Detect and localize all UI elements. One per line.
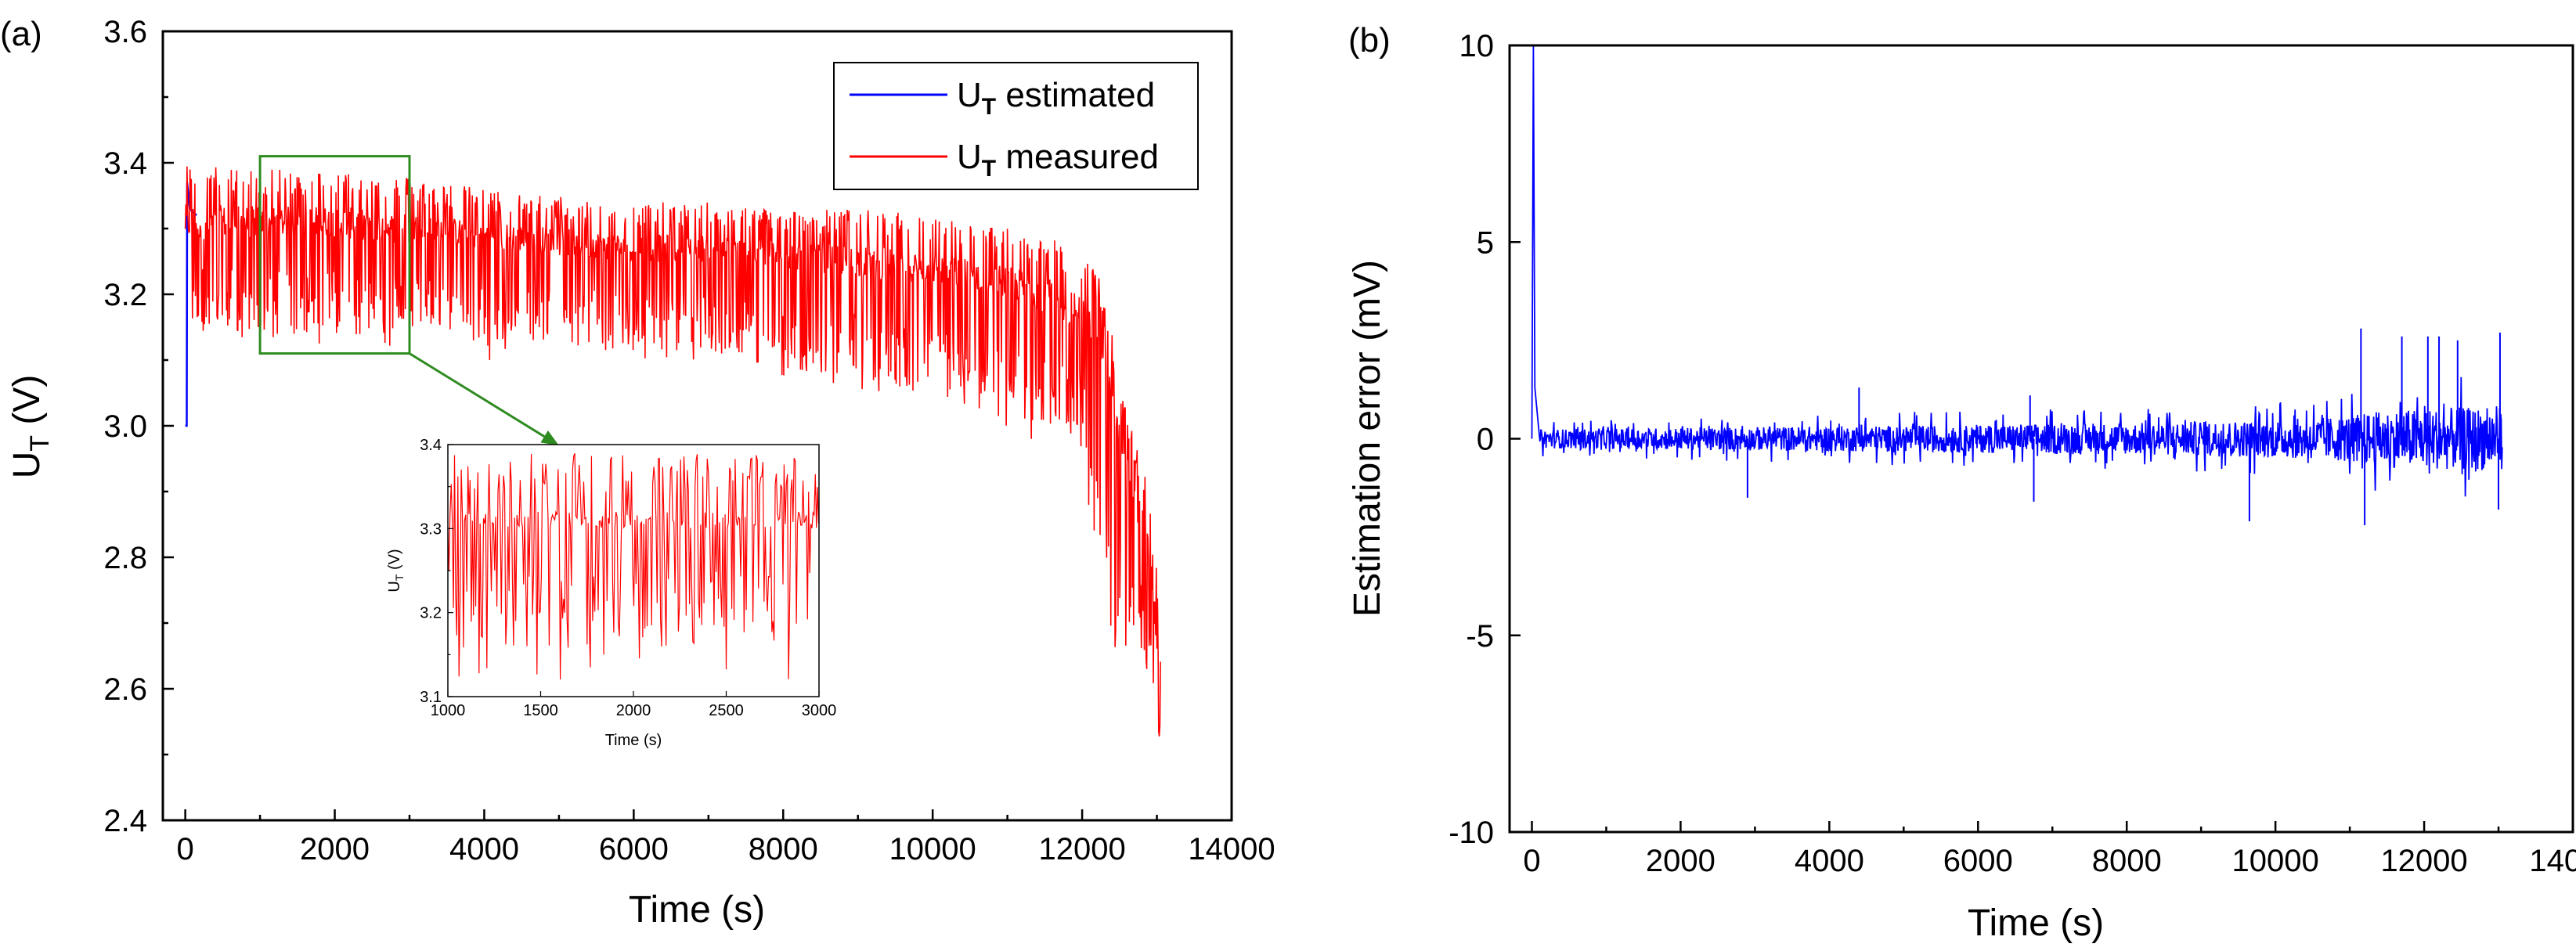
chart-b-y-axis-label: Estimation error (mV): [1347, 260, 1388, 617]
chart-a-series-measured: [184, 166, 1161, 737]
y-tick-label: 0: [1477, 423, 1494, 457]
x-tick-label: 8000: [749, 832, 818, 866]
x-tick-label: 1500: [523, 702, 558, 719]
y-tick-label: 2.8: [103, 541, 147, 575]
y-tick-label: 3.6: [103, 15, 147, 49]
x-tick-label: 1000: [431, 702, 466, 719]
y-tick-label: 10: [1459, 29, 1495, 63]
chart-a-legend-label-measured: UT measured: [957, 138, 1159, 182]
series-measured-line: [184, 166, 1161, 737]
x-tick-label: 4000: [449, 832, 519, 866]
x-tick-label: 2000: [300, 832, 370, 866]
chart-a-inset: 1000 1500 2000 2500 3000 3.1 3.2 3.3 3.4 Time (…: [386, 437, 836, 749]
chart-a-legend: UT estimated UT measured: [833, 62, 1199, 190]
chart-a-y-axis: 2.4 2.6 2.8 3.0 3.2 3.4 3.6: [103, 15, 174, 838]
chart-b-x-axis-label: Time (s): [1968, 902, 2104, 944]
chart-b-series-error: [1531, 45, 2503, 526]
x-tick-label: 0: [177, 832, 194, 866]
y-tick-label: 3.0: [103, 409, 147, 444]
x-tick-label: 6000: [1943, 844, 2013, 878]
y-tick-label: 3.1: [420, 689, 442, 706]
x-tick-label: 2500: [709, 702, 744, 719]
x-tick-label: 12000: [2380, 844, 2467, 878]
chart-b-x-axis: 0 2000 4000 6000 8000 10000 12000 14000: [1523, 821, 2576, 878]
x-tick-label: 4000: [1795, 844, 1864, 878]
chart-b: 0 2000 4000 6000 8000 10000 12000 14000 -10 -5 0 5…: [1347, 29, 2576, 944]
y-tick-label: 3.3: [420, 521, 442, 538]
y-tick-label: 3.4: [103, 146, 147, 181]
panel-label-b: (b): [1348, 21, 1391, 59]
inset-measured-line: [447, 452, 820, 680]
x-tick-label: 14000: [1188, 832, 1275, 866]
x-tick-label: 3000: [802, 702, 837, 719]
series-error-line: [1531, 45, 2503, 497]
chart-a-y-label-main: U: [6, 452, 48, 479]
chart-a-zoom-arrow: [409, 352, 545, 438]
x-tick-label: 10000: [889, 832, 976, 866]
x-tick-label: 2000: [616, 702, 651, 719]
chart-a-x-axis: 0 2000 4000 6000 8000 10000 12000 14000: [177, 809, 1275, 866]
chart-a-inset-series-measured: [447, 452, 820, 680]
chart-a: 0 2000 4000 6000 8000 10000 12000 14000 2.42.62…: [6, 15, 1275, 931]
y-tick-label: 3.2: [103, 278, 147, 312]
chart-a-inset-y-axis: 3.1 3.2 3.3 3.4: [420, 437, 453, 706]
y-tick-label: 5: [1477, 225, 1494, 260]
chart-a-x-axis-label: Time (s): [629, 889, 765, 931]
chart-a-y-label-unit: (V): [6, 375, 48, 435]
x-tick-label: 10000: [2232, 844, 2319, 878]
y-tick-label: 3.2: [420, 605, 442, 622]
chart-a-legend-box: [833, 62, 1199, 190]
chart-a-y-label-sub: T: [25, 435, 55, 452]
y-tick-label: 2.6: [103, 672, 147, 707]
y-tick-label: -5: [1466, 619, 1494, 654]
x-tick-label: 0: [1523, 844, 1540, 878]
x-tick-label: 6000: [599, 832, 669, 866]
chart-b-y-axis: -10 -5 0 5 10: [1449, 29, 1521, 850]
x-tick-label: 14000: [2529, 844, 2576, 878]
x-tick-label: 8000: [2092, 844, 2162, 878]
chart-a-plot: [184, 166, 1161, 737]
chart-a-inset-y-label: UT (V): [386, 549, 406, 592]
chart-a-zoom-box: [258, 155, 411, 355]
chart-a-y-axis-label: UT (V): [6, 375, 55, 479]
chart-a-inset-x-label: Time (s): [605, 732, 662, 749]
panel-label-a: (a): [0, 15, 42, 53]
chart-a-legend-label-estimated: UT estimated: [957, 76, 1155, 120]
y-tick-label: 3.4: [420, 437, 442, 454]
x-tick-label: 2000: [1646, 844, 1716, 878]
x-tick-label: 12000: [1038, 832, 1125, 866]
chart-a-inset-x-axis: 1000 1500 2000 2500 3000: [431, 691, 837, 719]
chart-a-zoom-arrowhead: [540, 430, 559, 446]
y-tick-label: 2.4: [103, 804, 147, 838]
y-tick-label: -10: [1449, 816, 1494, 850]
